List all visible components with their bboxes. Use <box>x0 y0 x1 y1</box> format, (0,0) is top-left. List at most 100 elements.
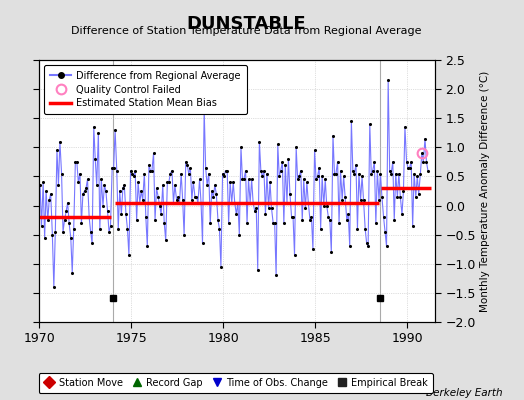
Point <box>114 226 123 232</box>
Point <box>386 168 394 174</box>
Point <box>59 228 67 235</box>
Point <box>247 176 256 182</box>
Point <box>301 205 310 212</box>
Point <box>340 173 348 180</box>
Point <box>154 194 162 200</box>
Point <box>265 205 273 212</box>
Point <box>375 196 383 203</box>
Point <box>50 284 58 290</box>
Point <box>332 170 340 177</box>
Point <box>100 182 108 188</box>
Point <box>163 179 171 186</box>
Point <box>330 170 339 177</box>
Point <box>103 208 112 214</box>
Point <box>221 168 230 174</box>
Point <box>387 170 395 177</box>
Point <box>123 226 132 232</box>
Legend: Station Move, Record Gap, Time of Obs. Change, Empirical Break: Station Move, Record Gap, Time of Obs. C… <box>39 374 433 393</box>
Point <box>191 194 199 200</box>
Point <box>159 182 167 188</box>
Point <box>304 200 312 206</box>
Point <box>239 176 248 182</box>
Point <box>115 188 124 194</box>
Point <box>242 168 250 174</box>
Point <box>148 168 156 174</box>
Point <box>215 226 224 232</box>
Point <box>126 168 135 174</box>
Point <box>192 194 201 200</box>
Point <box>333 159 342 165</box>
Point <box>359 196 368 203</box>
Point <box>269 220 277 226</box>
Point <box>270 220 279 226</box>
Point <box>335 220 343 226</box>
Point <box>220 173 228 180</box>
Point <box>234 200 242 206</box>
Point <box>70 226 78 232</box>
Point <box>117 211 126 218</box>
Point <box>257 168 265 174</box>
Point <box>336 168 345 174</box>
Point <box>182 159 190 165</box>
Point <box>244 176 253 182</box>
Point <box>125 252 133 258</box>
Point <box>91 156 100 162</box>
Point <box>398 211 406 218</box>
Point <box>424 168 432 174</box>
Point <box>97 176 105 182</box>
Point <box>345 243 354 250</box>
Point <box>411 194 420 200</box>
Point <box>165 179 173 186</box>
Point <box>179 196 187 203</box>
Point <box>275 173 283 180</box>
Point <box>82 185 90 191</box>
Point <box>157 211 165 218</box>
Point <box>298 217 307 223</box>
Point <box>106 223 115 229</box>
Point <box>188 196 196 203</box>
Point <box>419 159 428 165</box>
Point <box>297 168 305 174</box>
Point <box>391 170 400 177</box>
Point <box>324 214 333 220</box>
Point <box>111 127 119 133</box>
Point <box>134 179 143 186</box>
Point <box>133 217 141 223</box>
Point <box>128 170 136 177</box>
Point <box>315 164 323 171</box>
Point <box>214 217 222 223</box>
Point <box>293 176 302 182</box>
Point <box>152 185 161 191</box>
Point <box>174 194 182 200</box>
Point <box>383 243 391 250</box>
Point <box>129 173 138 180</box>
Text: Difference of Station Temperature Data from Regional Average: Difference of Station Temperature Data f… <box>71 26 421 36</box>
Point <box>329 132 337 139</box>
Point <box>290 252 299 258</box>
Point <box>151 217 159 223</box>
Point <box>74 179 82 186</box>
Point <box>65 220 73 226</box>
Point <box>295 173 303 180</box>
Point <box>51 228 60 235</box>
Point <box>389 159 397 165</box>
Point <box>289 214 297 220</box>
Point <box>45 196 53 203</box>
Point <box>40 234 49 241</box>
Point <box>203 182 211 188</box>
Point <box>93 182 101 188</box>
Point <box>60 217 69 223</box>
Point <box>416 170 424 177</box>
Point <box>414 191 423 197</box>
Point <box>204 170 213 177</box>
Point <box>118 185 127 191</box>
Point <box>418 150 426 156</box>
Point <box>344 211 353 218</box>
Point <box>350 170 358 177</box>
Point <box>312 176 320 182</box>
Point <box>243 220 251 226</box>
Point <box>171 182 179 188</box>
Point <box>381 228 389 235</box>
Point <box>209 194 217 200</box>
Point <box>258 173 267 180</box>
